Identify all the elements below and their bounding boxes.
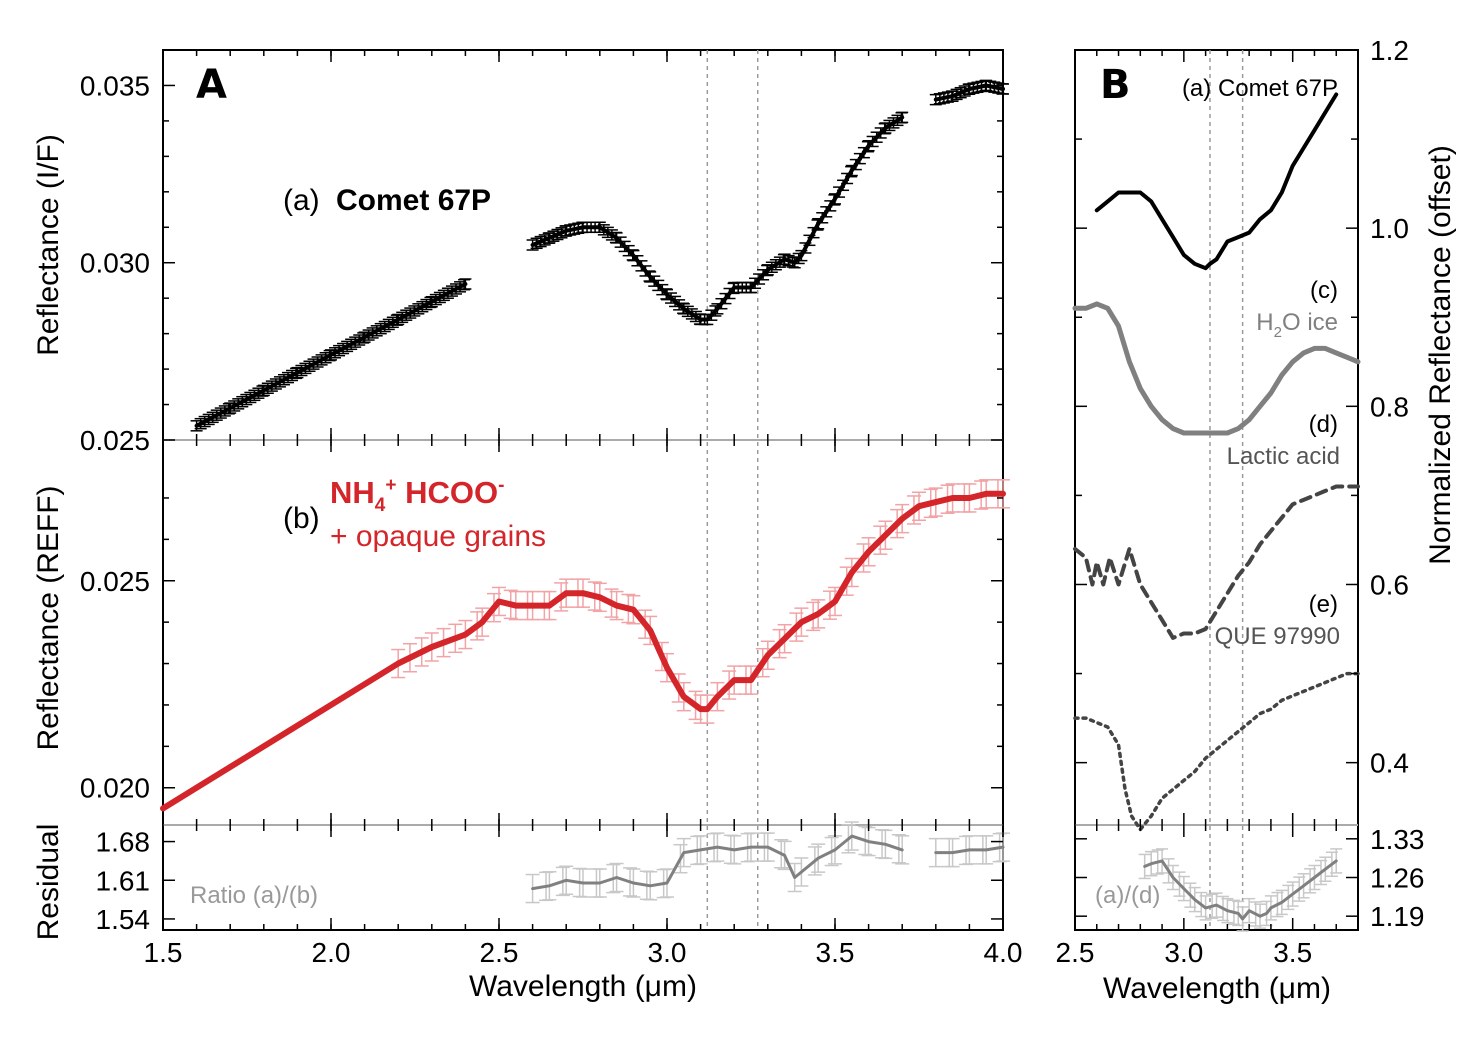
label-a-prefix: (a) (283, 184, 320, 217)
panel-a-ylabel-top: Reflectance (I/F) (32, 134, 65, 356)
panel-b-label-d: (d) (1309, 411, 1338, 438)
panel-b-label-d-name: Lactic acid (1227, 443, 1340, 470)
y-tick-label-top: 0.035 (80, 70, 150, 101)
panel-a-letter: A (196, 62, 227, 108)
label-b-sub: 4 (375, 495, 386, 516)
y-tick-label-top: 0.025 (80, 425, 150, 456)
panel-a-ratio-label: Ratio (a)/(b) (190, 882, 318, 909)
panel-b-label-a: (a) Comet 67P (1182, 75, 1338, 102)
h2o-ice-line (1072, 301, 1361, 436)
panel-a-residual-plot (525, 821, 1010, 904)
panel-a-mid-frame (162, 439, 1004, 826)
b-res-y-tick-label: 1.19 (1370, 901, 1425, 932)
h2o-h: H (1256, 309, 1273, 336)
y-tick-label-res: 1.54 (96, 904, 151, 935)
y-tick-label-mid: 0.025 (80, 566, 150, 597)
panel-a-guide-lines (706, 50, 759, 930)
panel-a-label-b-line1: NH4+ HCOO- (330, 475, 504, 516)
panel-a-top-plot (190, 79, 1009, 432)
h2o-sub: 2 (1274, 324, 1282, 341)
panel-b-label-c-name: H2O ice (1256, 309, 1338, 341)
label-b-sup2: - (498, 475, 504, 496)
h2o-rest: O ice (1282, 309, 1338, 336)
panel-a-label-b-line2: + opaque grains (330, 520, 546, 553)
y-tick-label-top: 0.030 (80, 248, 150, 279)
panel-b: 2.5 3.0 3.5 0.4 0.6 0.8 1.0 1.2 1.19 1.26 1.33 B (… (1056, 35, 1457, 1005)
x-tick-label: 3.5 (816, 937, 855, 968)
panel-b-guide-lines (1209, 50, 1244, 930)
panel-a-label-a: (a) Comet 67P (283, 184, 491, 217)
panel-a-top-frame (162, 49, 1004, 441)
y-tick-label-res: 1.68 (96, 827, 151, 858)
y-tick-label-mid: 0.020 (80, 773, 150, 804)
panel-a-ylabel-bot: Residual (32, 824, 65, 941)
lab-spectrum-line (160, 490, 1006, 812)
b-y-tick-label: 0.4 (1370, 748, 1409, 779)
x-tick-label: 2.0 (312, 937, 351, 968)
b-y-tick-label: 0.8 (1370, 391, 1409, 422)
ratio-line (531, 834, 904, 891)
comet-67p-line (1094, 92, 1339, 271)
panel-b-label-e-name: QUE 97990 (1215, 623, 1340, 650)
panel-a-ylabel-mid: Reflectance (REFF) (32, 485, 65, 750)
panel-a-mid-plot (160, 479, 1010, 812)
que-97990-line (1073, 671, 1360, 832)
b-y-tick-label: 1.0 (1370, 213, 1409, 244)
label-b-rest: HCOO (396, 475, 498, 510)
b-y-tick-label: 0.6 (1370, 569, 1409, 600)
b-res-y-tick-label: 1.33 (1370, 824, 1425, 855)
x-tick-label: 1.5 (144, 937, 183, 968)
comet-67p-line (194, 282, 468, 428)
b-x-tick-label: 3.5 (1273, 937, 1312, 968)
panel-b-ratio-label: (a)/(d) (1095, 882, 1160, 909)
b-x-tick-label: 3.0 (1164, 937, 1203, 968)
panel-b-residual-plot (1138, 848, 1343, 932)
panel-b-ylabel: Normalized Reflectance (offset) (1424, 145, 1457, 565)
lactic-acid-line (1073, 484, 1360, 640)
panel-a: 1.5 2.0 2.5 3.0 3.5 4.0 0.025 0.030 0.035 0.020 0.… (32, 49, 1023, 1003)
comet-67p-line (933, 83, 1005, 102)
panel-b-letter: B (1100, 62, 1131, 108)
y-tick-label-res: 1.61 (96, 865, 151, 896)
b-res-y-tick-label: 1.26 (1370, 863, 1425, 894)
panel-b-xlabel: Wavelength (μm) (1103, 972, 1331, 1005)
panel-a-label-b-prefix: (b) (283, 502, 320, 535)
panel-b-label-c: (c) (1310, 277, 1338, 304)
label-b-sup: + (385, 475, 396, 496)
label-b-nh: NH (330, 475, 375, 510)
label-a-name: Comet 67P (336, 184, 491, 217)
panel-b-main-plot (1072, 92, 1361, 832)
ratio-b-line (1143, 859, 1338, 921)
panel-b-label-e: (e) (1309, 591, 1338, 618)
comet-67p-line (530, 115, 905, 322)
x-tick-label: 3.0 (648, 937, 687, 968)
panel-a-ticks: 1.5 2.0 2.5 3.0 3.5 4.0 0.025 0.030 0.035 0.020 0.… (80, 50, 1023, 968)
x-tick-label: 4.0 (984, 937, 1023, 968)
x-tick-label: 2.5 (480, 937, 519, 968)
panel-b-ticks: 2.5 3.0 3.5 0.4 0.6 0.8 1.0 1.2 1.19 1.26 1.33 (1056, 35, 1425, 968)
b-y-tick-label: 1.2 (1370, 35, 1409, 66)
b-x-tick-label: 2.5 (1056, 937, 1095, 968)
panel-a-xlabel: Wavelength (μm) (469, 970, 697, 1003)
ratio-line (934, 845, 1005, 855)
